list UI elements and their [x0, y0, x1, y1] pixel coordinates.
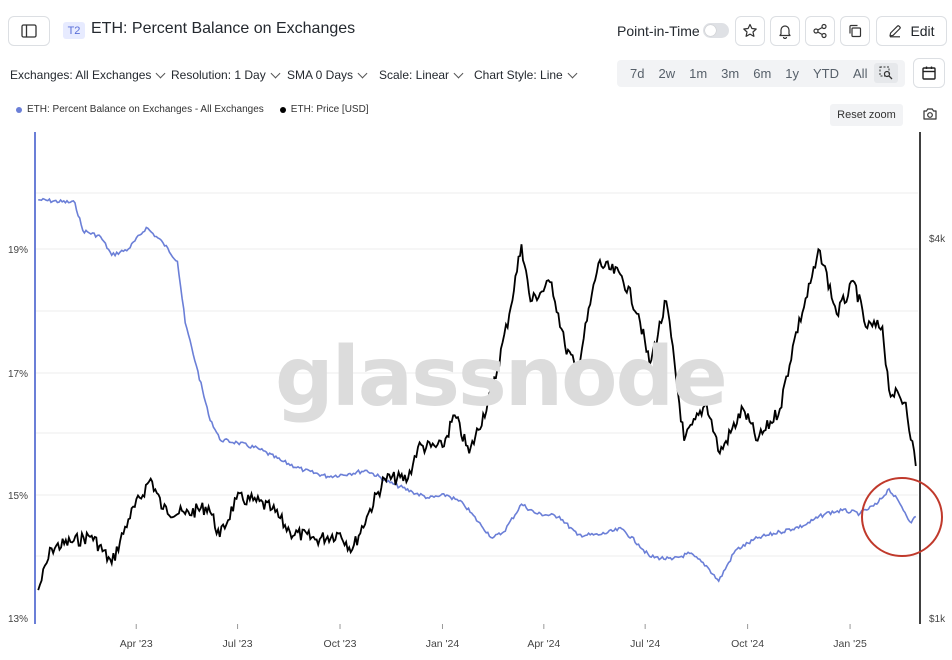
- calendar-button[interactable]: [913, 58, 945, 88]
- x-tick-label: Jan '24: [426, 638, 460, 650]
- x-tick-label: Oct '24: [731, 638, 764, 650]
- chart-legend: ETH: Percent Balance on Exchanges - All …: [16, 104, 369, 115]
- favorite-button[interactable]: [735, 16, 765, 46]
- x-tick-label: Jan '25: [833, 638, 867, 650]
- chart-style-dropdown-label: Chart Style: Line: [474, 68, 563, 82]
- resolution-dropdown-label: Resolution: 1 Day: [171, 68, 266, 82]
- chart-toolbar: Exchanges: All Exchanges Resolution: 1 D…: [0, 60, 952, 90]
- y-left-tick-label: 15%: [8, 491, 28, 502]
- y-left-tick-label: 13%: [8, 614, 28, 625]
- legend-item-balance[interactable]: ETH: Percent Balance on Exchanges - All …: [16, 104, 264, 115]
- exchanges-dropdown[interactable]: Exchanges: All Exchanges: [10, 68, 166, 82]
- alert-button[interactable]: [770, 16, 800, 46]
- y-right-tick-label: $4k: [929, 234, 946, 245]
- time-range-group: 7d 2w 1m 3m 6m 1y YTD All: [617, 60, 905, 87]
- chart-area: 19% 17% 15% 13% $4k $1k Apr '23 Jul '23 Oct '2…: [8, 132, 946, 650]
- range-2w[interactable]: 2w: [658, 66, 676, 81]
- range-7d[interactable]: 7d: [630, 66, 645, 81]
- edit-label: Edit: [910, 23, 935, 39]
- range-ytd[interactable]: YTD: [813, 66, 840, 81]
- sma-dropdown-label: SMA 0 Days: [287, 68, 354, 82]
- edit-button[interactable]: Edit: [876, 16, 947, 46]
- x-tick-label: Jul '24: [630, 638, 660, 650]
- point-in-time-label: Point-in-Time: [617, 23, 700, 39]
- zoom-select-icon: [879, 66, 893, 80]
- reset-zoom-button[interactable]: Reset zoom: [830, 104, 903, 126]
- chevron-down-icon: [357, 68, 368, 79]
- resolution-dropdown[interactable]: Resolution: 1 Day: [171, 68, 281, 82]
- chevron-down-icon: [155, 68, 166, 79]
- calendar-icon: [922, 66, 936, 80]
- price-series-line: [37, 244, 917, 591]
- screenshot-button[interactable]: [922, 107, 938, 126]
- share-button[interactable]: [805, 16, 835, 46]
- range-6m[interactable]: 6m: [753, 66, 772, 81]
- point-in-time-toggle[interactable]: [703, 23, 729, 38]
- scale-dropdown-label: Scale: Linear: [379, 68, 450, 82]
- range-1y[interactable]: 1y: [785, 66, 800, 81]
- y-right-tick-label: $1k: [929, 614, 946, 625]
- exchanges-dropdown-label: Exchanges: All Exchanges: [10, 68, 152, 82]
- chevron-down-icon: [270, 68, 281, 79]
- chevron-down-icon: [453, 68, 464, 79]
- legend-dot: [279, 106, 286, 113]
- copy-icon: [849, 24, 862, 38]
- sidebar-icon: [21, 24, 37, 38]
- copy-button[interactable]: [840, 16, 870, 46]
- legend-item-price[interactable]: ETH: Price [USD]: [279, 104, 369, 115]
- range-all[interactable]: All: [853, 66, 868, 81]
- tier-badge: T2: [63, 22, 85, 39]
- star-icon: [743, 23, 757, 37]
- bell-icon: [779, 25, 791, 39]
- pencil-icon: [889, 25, 902, 38]
- watermark-logo: glassnode: [275, 330, 728, 425]
- sma-dropdown[interactable]: SMA 0 Days: [287, 68, 368, 82]
- header: T2 ETH: Percent Balance on Exchanges Poi…: [0, 0, 952, 60]
- x-tick-label: Apr '23: [120, 638, 153, 650]
- range-1m[interactable]: 1m: [689, 66, 708, 81]
- range-3m[interactable]: 3m: [721, 66, 740, 81]
- highlight-circle: [861, 477, 943, 557]
- y-left-tick-label: 19%: [8, 245, 28, 256]
- share-icon: [813, 23, 827, 39]
- x-tick-label: Apr '24: [527, 638, 560, 650]
- legend-label-price: ETH: Price [USD]: [290, 104, 369, 115]
- chart-style-dropdown[interactable]: Chart Style: Line: [474, 68, 578, 82]
- y-left-tick-label: 17%: [8, 369, 28, 380]
- legend-label-balance: ETH: Percent Balance on Exchanges - All …: [27, 104, 264, 115]
- zoom-select-button[interactable]: [874, 63, 898, 83]
- sidebar-toggle-button[interactable]: [8, 16, 50, 46]
- scale-dropdown[interactable]: Scale: Linear: [379, 68, 464, 82]
- camera-icon: [923, 108, 937, 120]
- balance-series-line: [38, 197, 917, 583]
- x-tick-label: Jul '23: [223, 638, 253, 650]
- chevron-down-icon: [567, 68, 578, 79]
- page-title: ETH: Percent Balance on Exchanges: [91, 20, 356, 37]
- legend-dot: [16, 106, 22, 113]
- x-tick-label: Oct '23: [324, 638, 357, 650]
